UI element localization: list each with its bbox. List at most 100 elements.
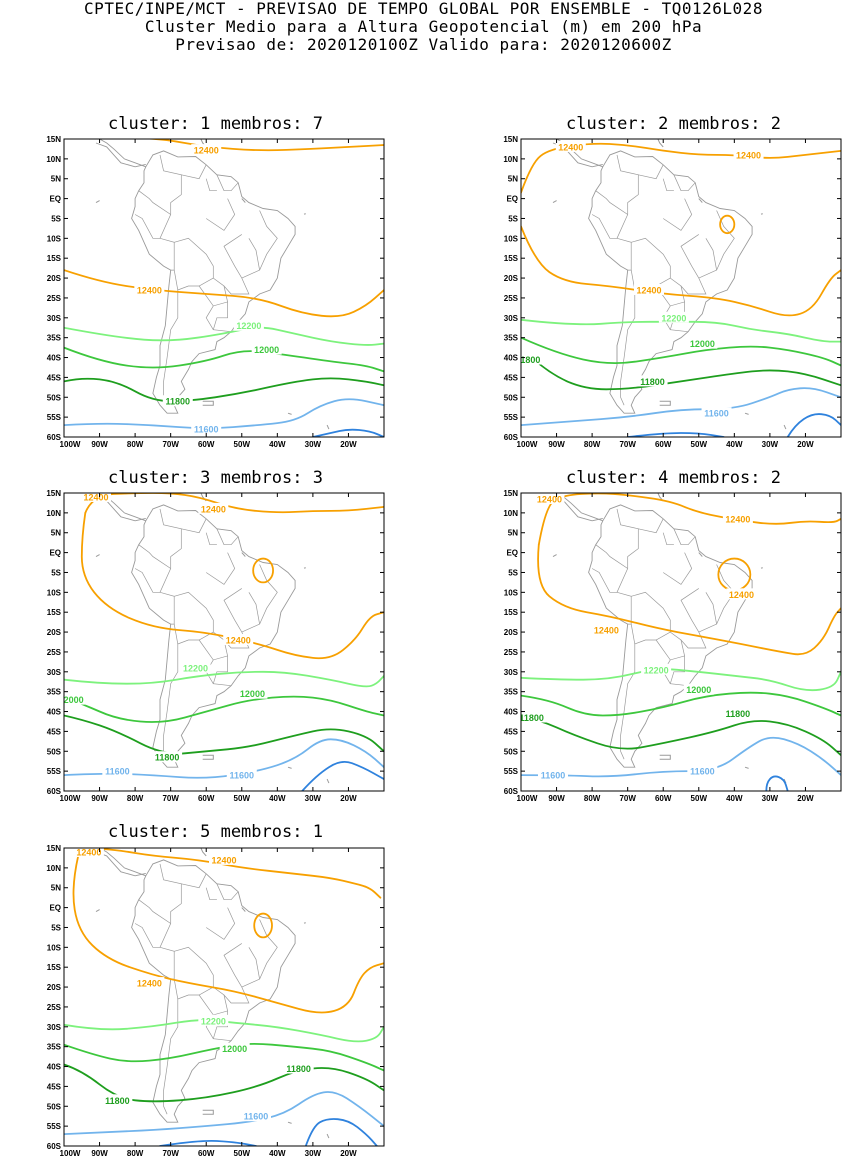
lat-label: 30S <box>47 314 62 323</box>
lon-label: 50W <box>691 794 708 803</box>
island-outline <box>203 401 214 405</box>
lat-label: 20S <box>504 274 519 283</box>
lon-label: 40W <box>269 794 286 803</box>
lat-label: EQ <box>506 549 518 558</box>
lat-label: 15S <box>47 963 62 972</box>
lat-label: 40S <box>47 1063 62 1072</box>
contour-label: 11600 <box>690 767 715 777</box>
lat-label: 25S <box>47 648 62 657</box>
contour-line-12400 <box>64 270 384 316</box>
country-border <box>674 175 695 191</box>
island-outline <box>96 910 100 912</box>
island-outline <box>327 425 329 429</box>
lat-label: 25S <box>47 294 62 303</box>
country-border <box>164 644 178 759</box>
lon-label: 50W <box>691 440 708 449</box>
contour-label: 12400 <box>137 285 162 295</box>
contour-line-12200 <box>64 672 384 687</box>
country-border <box>135 569 160 593</box>
country-border <box>206 533 217 545</box>
lat-label: 35S <box>47 1043 62 1052</box>
lat-label: 55S <box>47 1122 62 1131</box>
lon-label: 90W <box>548 440 565 449</box>
lat-label: 15S <box>47 608 62 617</box>
lat-label: 10S <box>47 943 62 952</box>
contour-label: 12200 <box>183 663 208 673</box>
island-outline <box>203 1110 214 1114</box>
lat-label: 45S <box>504 727 519 736</box>
country-border <box>160 864 181 924</box>
contour-line-11600 <box>64 399 384 428</box>
contour-label: 12400 <box>194 146 219 156</box>
country-border <box>160 509 181 569</box>
lat-label: 40S <box>504 708 519 717</box>
lat-label: 20S <box>47 274 62 283</box>
lon-label: 30W <box>305 440 322 449</box>
lat-label: 15N <box>46 135 61 144</box>
contour-line-11800 <box>521 718 841 756</box>
country-border <box>160 215 174 271</box>
country-border <box>139 900 171 924</box>
country-border <box>592 215 617 239</box>
island-outline <box>199 844 206 856</box>
country-border <box>631 592 670 644</box>
lon-label: 50W <box>234 794 251 803</box>
lat-label: 50S <box>504 747 519 756</box>
lat-label: 5S <box>51 214 61 223</box>
island-outline <box>660 401 671 405</box>
lat-label: 45S <box>47 373 62 382</box>
island-outline <box>96 201 100 203</box>
lon-label: 70W <box>619 440 636 449</box>
contour-ring-12400 <box>718 559 750 591</box>
lon-label: 60W <box>198 794 215 803</box>
lat-label: 25S <box>504 648 519 657</box>
lat-label: 10N <box>46 509 61 518</box>
contour-line-12400 <box>538 545 841 655</box>
island-outline <box>553 201 557 203</box>
lat-label: 5N <box>51 175 61 184</box>
country-border <box>160 155 181 215</box>
lat-label: 35S <box>504 334 519 343</box>
contour-label: 12400 <box>736 150 761 160</box>
contour-label: 12200 <box>201 1016 226 1026</box>
contour-label: 11600 <box>541 771 566 781</box>
lat-label: 55S <box>47 767 62 776</box>
country-border <box>206 553 235 585</box>
lon-label: 20W <box>797 440 814 449</box>
contour-label: 12200 <box>661 313 686 323</box>
island-outline <box>745 767 749 768</box>
lat-label: 10N <box>503 155 518 164</box>
lon-label: 90W <box>91 440 108 449</box>
contour-label: 11600 <box>230 771 255 781</box>
contour-line-11400 <box>302 762 384 791</box>
country-border <box>224 588 260 632</box>
contour-label: 11800 <box>105 1096 130 1106</box>
country-border <box>663 179 674 191</box>
contour-label: 12400 <box>558 142 583 152</box>
island-outline <box>745 413 749 414</box>
lon-label: 60W <box>198 440 215 449</box>
contour-line-11400 <box>306 1119 377 1146</box>
lat-label: 10S <box>47 588 62 597</box>
country-border <box>213 656 231 686</box>
country-border <box>160 569 174 625</box>
country-border <box>681 234 717 278</box>
contour-label: 11600 <box>105 767 130 777</box>
country-border <box>206 306 213 330</box>
lon-label: 20W <box>797 794 814 803</box>
island-outline <box>660 755 671 759</box>
contour-label: 11600 <box>704 409 729 419</box>
panel-title-cluster-5: cluster: 5 membros: 1 <box>108 822 323 842</box>
lat-label: 5S <box>508 568 518 577</box>
country-border <box>663 553 692 585</box>
lat-label: 10S <box>504 588 519 597</box>
map-content: 1240012400124001220012000120001180011600… <box>56 481 384 791</box>
contour-label: 12400 <box>729 590 754 600</box>
contour-label: 11800 <box>155 753 180 763</box>
contour-label: 12400 <box>211 855 236 865</box>
country-border <box>224 234 260 278</box>
contour-line-12200 <box>521 669 841 690</box>
